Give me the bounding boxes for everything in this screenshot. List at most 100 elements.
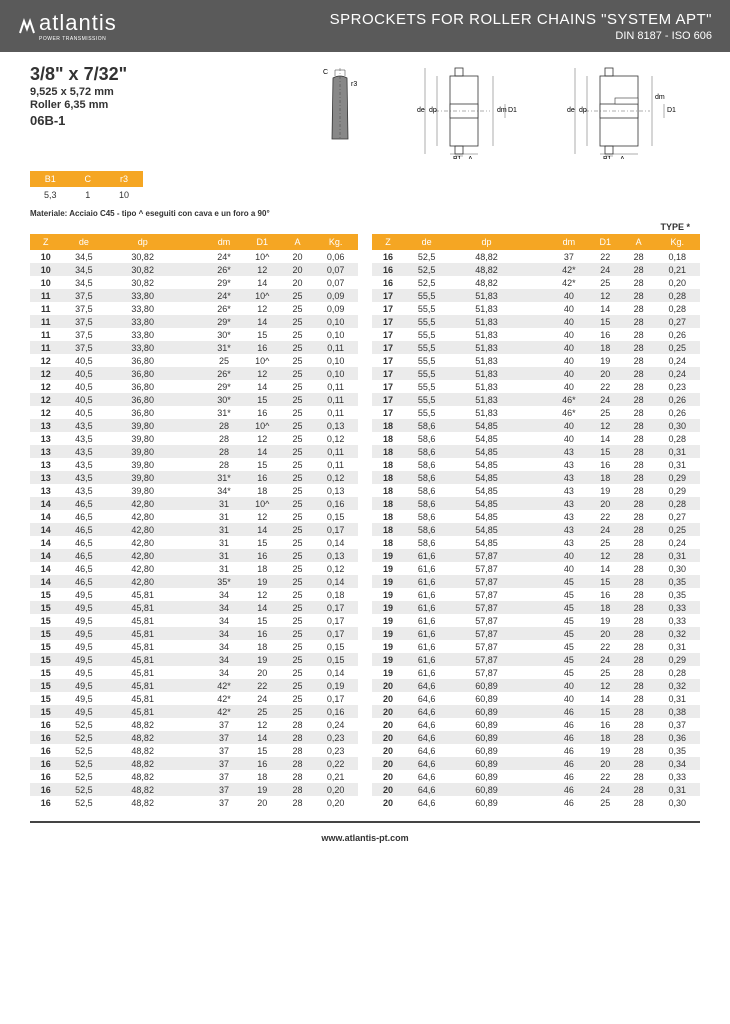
table-cell: 45 [550, 575, 588, 588]
table-cell: 11 [30, 328, 62, 341]
table-cell: 0,26 [655, 393, 700, 406]
table-cell: 20 [282, 276, 314, 289]
table-cell: 16 [372, 276, 404, 289]
table-cell: 58,6 [404, 523, 449, 536]
table-cell: 12 [30, 354, 62, 367]
table-row: 1240,536,802510^250,10 [30, 354, 358, 367]
table-cell: 15 [30, 653, 62, 666]
table-cell: 31* [205, 471, 243, 484]
table-cell: 12 [30, 380, 62, 393]
table-cell: 25 [282, 692, 314, 705]
table-cell: 0,28 [655, 666, 700, 679]
table-cell: 40 [550, 328, 588, 341]
table-cell: 15 [588, 315, 623, 328]
table-cell: 60,89 [449, 744, 549, 757]
col-header: Z [372, 234, 404, 250]
table-cell: 28 [623, 484, 655, 497]
table-cell: 43,5 [62, 445, 107, 458]
table-cell: 28 [623, 562, 655, 575]
table-row: 1343,539,802815250,11 [30, 458, 358, 471]
table-cell: 17 [372, 406, 404, 419]
table-cell: 52,5 [62, 796, 107, 809]
table-cell: 49,5 [62, 588, 107, 601]
table-cell: 17 [372, 393, 404, 406]
table-row: 1755,551,8346*25280,26 [372, 406, 700, 419]
table-cell: 0,31 [655, 458, 700, 471]
table-cell: 25 [282, 354, 314, 367]
table-cell: 10^ [243, 419, 282, 432]
table-cell: 28 [623, 731, 655, 744]
table-cell: 20 [372, 796, 404, 809]
table-cell: 25 [282, 523, 314, 536]
table-cell: 52,5 [62, 770, 107, 783]
table-cell: 36,80 [106, 380, 205, 393]
table-cell: 14 [30, 510, 62, 523]
table-cell: 22 [588, 640, 623, 653]
table-cell: 14 [30, 549, 62, 562]
table-cell: 19 [243, 575, 282, 588]
table-cell: 0,31 [655, 692, 700, 705]
table-cell: 25 [205, 354, 243, 367]
table-cell: 45,81 [106, 614, 205, 627]
table-cell: 34 [205, 653, 243, 666]
table-row: 2064,660,894619280,35 [372, 744, 700, 757]
table-cell: 45,81 [106, 692, 205, 705]
table-row: 2064,660,894616280,37 [372, 718, 700, 731]
table-cell: 31* [205, 406, 243, 419]
table-cell: 28 [623, 705, 655, 718]
table-cell: 10^ [243, 289, 282, 302]
table-row: 1343,539,802810^250,13 [30, 419, 358, 432]
table-cell: 55,5 [404, 341, 449, 354]
table-cell: 14 [588, 562, 623, 575]
table-cell: 19 [372, 627, 404, 640]
table-cell: 19 [588, 744, 623, 757]
diagram-side-2: de dp dm D1 B1 A [560, 64, 680, 159]
table-cell: 25 [282, 419, 314, 432]
svg-text:dp: dp [429, 107, 437, 114]
table-cell: 10^ [243, 250, 282, 263]
table-cell: 18 [372, 510, 404, 523]
table-cell: 36,80 [106, 393, 205, 406]
table-cell: 61,6 [404, 562, 449, 575]
table-cell: 25 [282, 367, 314, 380]
table-cell: 18 [372, 536, 404, 549]
logo-icon [18, 17, 36, 35]
table-cell: 16 [30, 783, 62, 796]
table-cell: 25 [588, 536, 623, 549]
table-cell: 15 [30, 588, 62, 601]
table-cell: 48,82 [106, 796, 205, 809]
table-cell: 18 [372, 471, 404, 484]
small-cell: 1 [71, 187, 106, 203]
table-cell: 20 [243, 666, 282, 679]
table-cell: 37 [205, 731, 243, 744]
table-cell: 0,33 [655, 614, 700, 627]
table-cell: 0,11 [313, 341, 358, 354]
table-cell: 55,5 [404, 328, 449, 341]
table-cell: 20 [372, 692, 404, 705]
table-row: 1858,654,854315280,31 [372, 445, 700, 458]
table-cell: 19 [588, 354, 623, 367]
table-row: 1961,657,874525280,28 [372, 666, 700, 679]
table-cell: 37,5 [62, 315, 107, 328]
svg-text:B1: B1 [603, 156, 612, 159]
table-row: 1549,545,8142*22250,19 [30, 679, 358, 692]
table-cell: 19 [372, 562, 404, 575]
table-cell: 16 [30, 757, 62, 770]
table-cell: 0,29 [655, 471, 700, 484]
table-cell: 28 [623, 640, 655, 653]
table-row: 1652,548,8242*24280,21 [372, 263, 700, 276]
table-cell: 26* [205, 367, 243, 380]
table-cell: 57,87 [449, 601, 549, 614]
col-header: Kg. [655, 234, 700, 250]
col-header: dm [205, 234, 243, 250]
table-cell: 14 [30, 536, 62, 549]
table-cell: 30* [205, 328, 243, 341]
table-row: 2064,660,894624280,31 [372, 783, 700, 796]
table-cell: 28 [623, 250, 655, 263]
table-cell: 0,35 [655, 588, 700, 601]
table-cell: 0,34 [655, 757, 700, 770]
table-cell: 46* [550, 406, 588, 419]
table-cell: 60,89 [449, 783, 549, 796]
table-cell: 48,82 [106, 744, 205, 757]
table-cell: 19 [372, 549, 404, 562]
